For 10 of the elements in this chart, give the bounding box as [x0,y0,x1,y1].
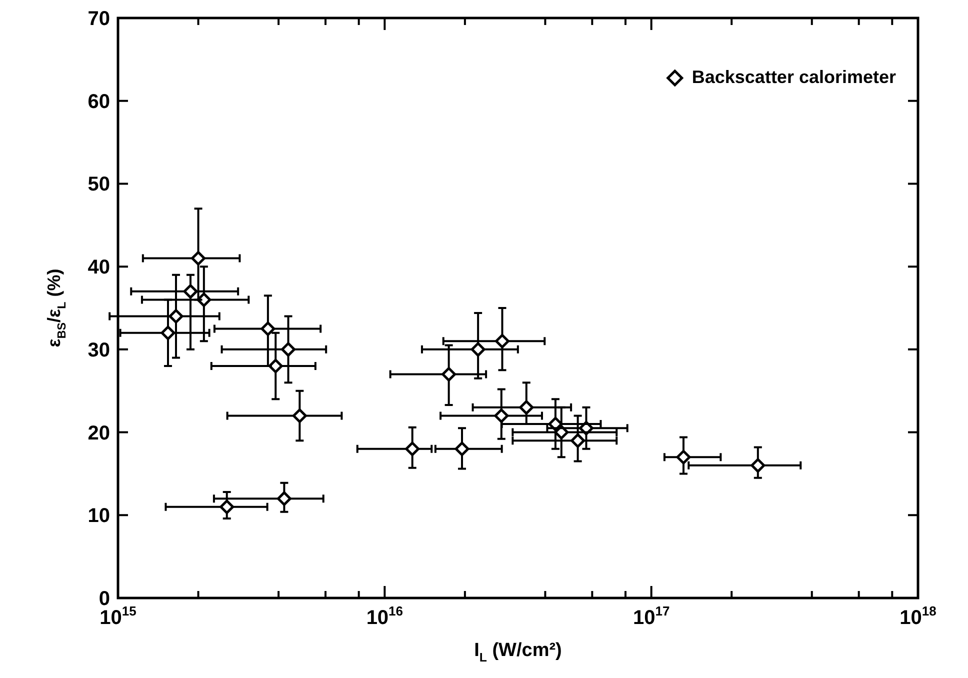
y-tick-label: 60 [88,90,110,113]
y-tick-label: 20 [88,422,110,444]
y-tick-label: 70 [88,8,110,30]
legend-label: Backscatter calorimeter [692,66,896,87]
y-axis-title: εBS/εL (%) [44,268,68,348]
y-tick-label: 50 [88,174,110,196]
y-tick-label: 10 [88,505,110,528]
y-tick-label: 30 [88,339,110,362]
y-tick-label: 0 [98,588,110,610]
y-tick-label: 40 [88,256,110,279]
